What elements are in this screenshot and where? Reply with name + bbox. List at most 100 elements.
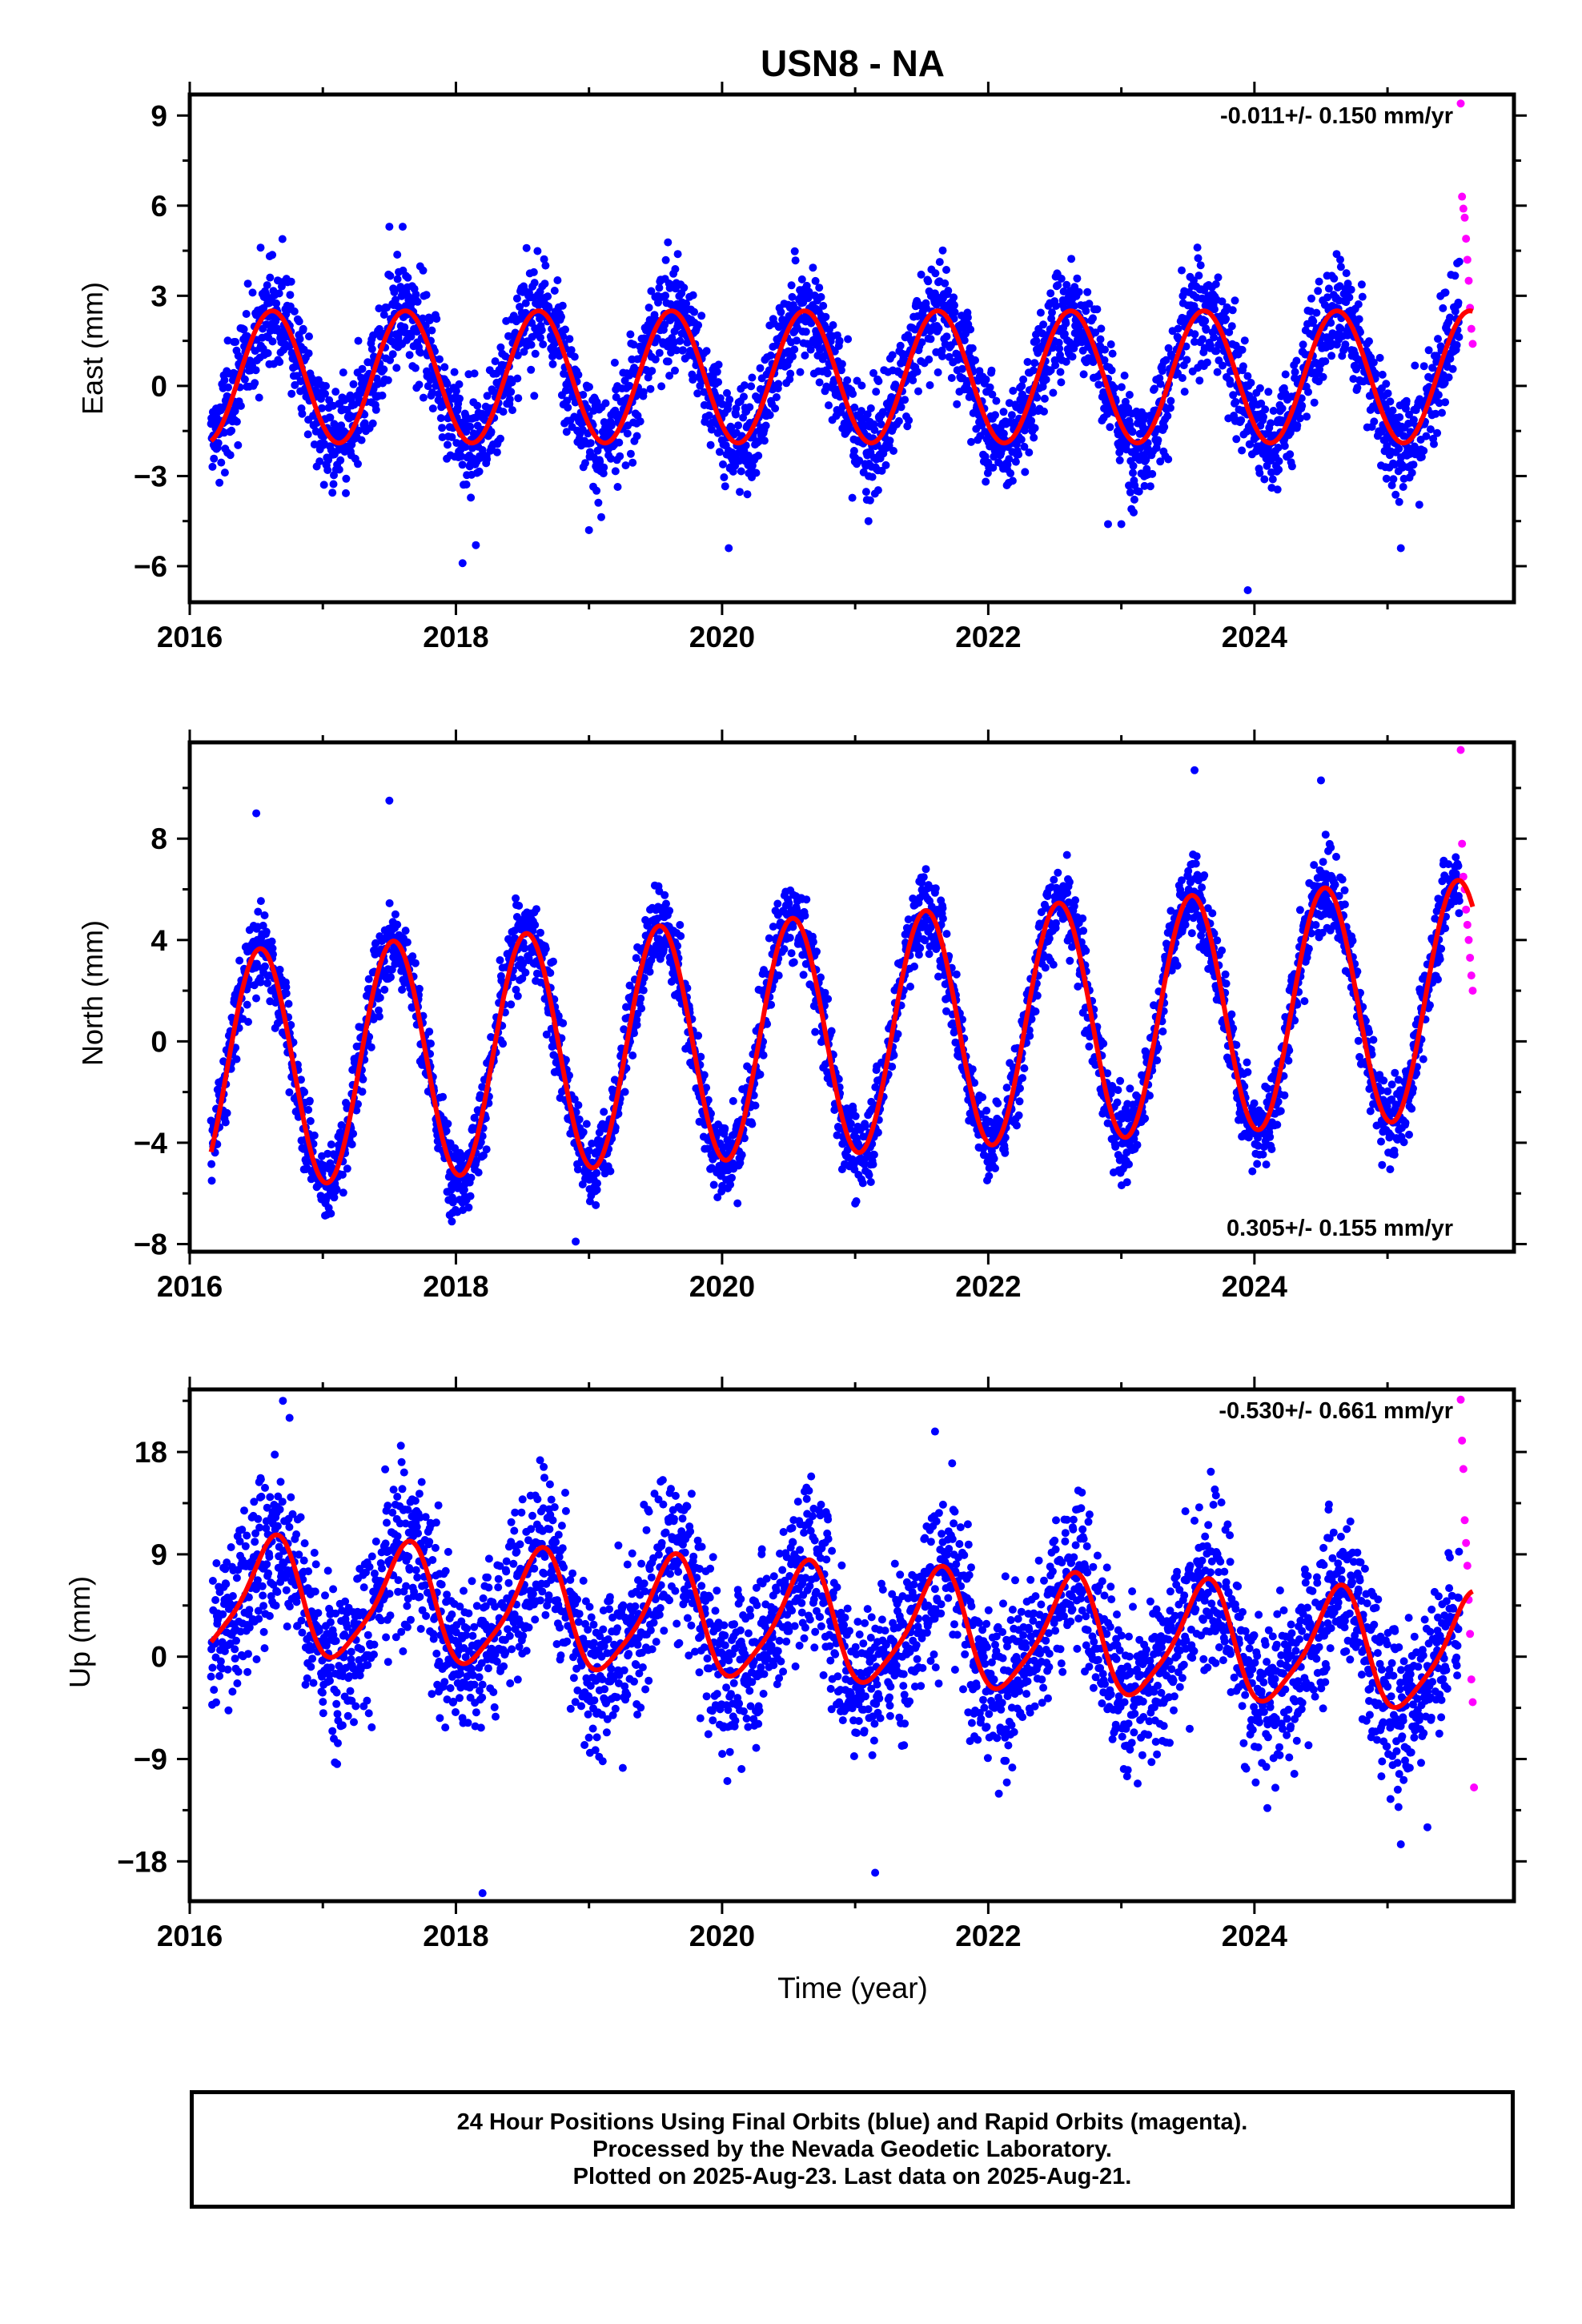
data-point xyxy=(299,324,307,333)
data-point xyxy=(383,304,391,312)
data-point xyxy=(1148,469,1157,478)
data-point xyxy=(1358,292,1367,301)
data-point xyxy=(321,389,329,398)
data-point xyxy=(232,417,241,426)
data-point xyxy=(530,279,539,287)
data-point xyxy=(539,340,548,348)
data-point xyxy=(773,899,782,908)
data-point xyxy=(621,461,630,470)
data-point xyxy=(1395,497,1403,506)
data-point xyxy=(1180,388,1189,396)
data-point xyxy=(950,308,959,316)
data-point xyxy=(1107,366,1116,375)
data-point xyxy=(799,971,808,979)
data-point xyxy=(1019,375,1028,384)
data-point xyxy=(1214,273,1223,282)
data-point xyxy=(765,411,774,420)
data-point xyxy=(1370,417,1379,426)
data-point xyxy=(452,387,460,396)
data-point xyxy=(287,277,295,286)
data-point xyxy=(606,454,615,463)
data-point xyxy=(947,374,956,382)
data-point xyxy=(1222,315,1231,324)
data-point xyxy=(305,332,313,341)
data-point xyxy=(438,433,447,441)
data-point xyxy=(386,271,395,280)
data-point xyxy=(777,308,785,316)
data-point xyxy=(284,999,293,1008)
data-point xyxy=(378,391,387,400)
data-point xyxy=(548,352,556,361)
data-point xyxy=(251,379,259,388)
data-point xyxy=(473,401,482,410)
data-point xyxy=(815,283,824,292)
data-point xyxy=(530,392,539,400)
data-point xyxy=(243,332,251,340)
data-point xyxy=(1260,475,1269,484)
data-point xyxy=(774,971,783,980)
data-point xyxy=(1042,376,1050,384)
data-point xyxy=(234,352,243,360)
data-point xyxy=(849,447,858,455)
data-point xyxy=(785,934,794,942)
data-point xyxy=(553,276,562,284)
data-point xyxy=(513,351,522,360)
data-point xyxy=(1247,379,1255,387)
data-point xyxy=(504,332,512,340)
data-point xyxy=(1455,257,1464,266)
data-point xyxy=(1238,446,1247,455)
data-point xyxy=(1452,340,1461,349)
data-point xyxy=(1441,398,1450,407)
data-point xyxy=(1182,356,1191,364)
data-point xyxy=(1120,372,1129,380)
data-point xyxy=(626,449,635,458)
data-point xyxy=(408,952,417,961)
data-point xyxy=(404,273,412,282)
rapid-point xyxy=(1467,324,1476,333)
data-point xyxy=(801,911,809,920)
data-point xyxy=(388,350,397,359)
data-point xyxy=(1382,474,1391,483)
data-point xyxy=(1083,287,1092,296)
data-point xyxy=(592,1168,601,1177)
data-point xyxy=(439,1092,448,1101)
data-point xyxy=(694,321,703,329)
data-point xyxy=(532,905,540,914)
data-point xyxy=(322,382,330,390)
data-point xyxy=(354,336,363,345)
data-point xyxy=(655,348,664,357)
x-tick-label: 2022 xyxy=(955,621,1021,653)
data-point xyxy=(1158,367,1166,376)
data-point xyxy=(1430,440,1438,448)
data-point xyxy=(1310,398,1319,407)
data-point xyxy=(1193,243,1202,252)
data-point xyxy=(411,364,420,372)
data-point xyxy=(661,891,669,899)
data-point xyxy=(913,368,921,376)
data-point xyxy=(385,223,394,231)
data-point xyxy=(536,928,544,937)
data-point xyxy=(579,391,588,399)
data-point xyxy=(318,404,326,412)
data-point xyxy=(443,380,452,388)
data-point xyxy=(422,291,431,300)
data-point xyxy=(251,366,260,375)
data-point xyxy=(1336,255,1344,264)
y-tick-label: −3 xyxy=(134,460,167,493)
data-point xyxy=(475,467,484,476)
data-point xyxy=(615,438,624,447)
data-point xyxy=(1057,378,1066,387)
data-point xyxy=(483,392,492,400)
data-point xyxy=(788,292,797,301)
data-point xyxy=(428,404,437,413)
data-point xyxy=(1383,389,1392,398)
data-point xyxy=(733,1199,742,1208)
data-point xyxy=(713,368,721,376)
y-tick-label: 9 xyxy=(151,99,167,132)
data-point xyxy=(765,934,773,943)
data-point xyxy=(726,1180,735,1189)
rapid-point xyxy=(1463,255,1472,264)
data-point xyxy=(1009,387,1018,395)
data-point xyxy=(461,443,470,452)
data-point xyxy=(1345,293,1354,302)
